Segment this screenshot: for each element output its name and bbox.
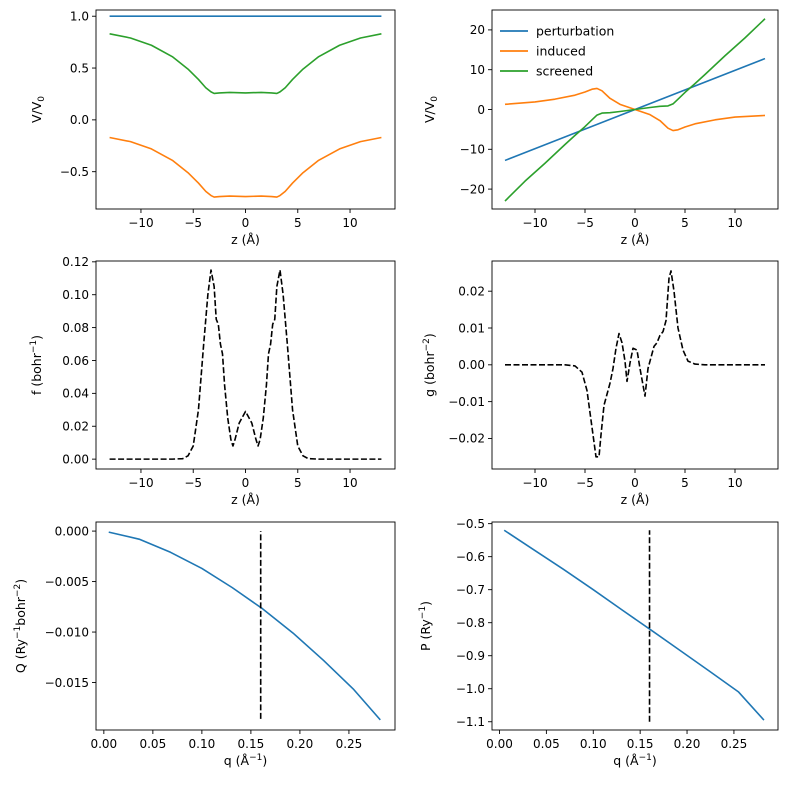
x-tick-label: −5 bbox=[184, 476, 202, 490]
series-line-g bbox=[505, 270, 765, 458]
x-tick-label: 5 bbox=[681, 216, 689, 230]
x-tick-label: 0.00 bbox=[486, 737, 513, 751]
x-tick-label: 0 bbox=[631, 476, 639, 490]
x-tick-label: 0.20 bbox=[674, 737, 701, 751]
x-tick-label: 10 bbox=[342, 216, 357, 230]
y-tick-label: −0.5 bbox=[456, 517, 485, 531]
y-tick-label: 20 bbox=[470, 23, 485, 37]
x-tick-label: −10 bbox=[522, 216, 547, 230]
axes-frame bbox=[491, 521, 779, 731]
axes-frame bbox=[95, 9, 396, 210]
y-tick-label: 0.12 bbox=[62, 255, 89, 269]
legend-label-perturbation: perturbation bbox=[536, 24, 614, 39]
y-tick-label: 0.02 bbox=[458, 284, 485, 298]
y-tick-label: −20 bbox=[460, 182, 485, 196]
x-axis-label: q (Å−1) bbox=[613, 753, 657, 768]
y-tick-label: 0.00 bbox=[458, 358, 485, 372]
x-tick-label: −5 bbox=[576, 216, 594, 230]
y-tick-label: 0.000 bbox=[55, 524, 89, 538]
panel-p3: −10 −5 0 5 10 0.00 0.02 0.04 0.06 0.08 0.10 0.12 z (… bbox=[29, 255, 396, 507]
panel-p4: −10 −5 0 5 10 −0.02 −0.01 0.00 0.01 0.02 z (Å) g (b… bbox=[422, 260, 779, 507]
y-tick-label: −0.7 bbox=[456, 583, 485, 597]
y-tick-label: −1.1 bbox=[456, 715, 485, 729]
y-tick-label: −0.6 bbox=[456, 550, 485, 564]
x-tick-label: 5 bbox=[294, 216, 302, 230]
series-line-screened bbox=[504, 18, 766, 202]
y-tick-label: 0.5 bbox=[70, 61, 89, 75]
x-tick-label: −10 bbox=[522, 476, 547, 490]
x-tick-label: 5 bbox=[294, 476, 302, 490]
series-line-P bbox=[503, 529, 765, 721]
x-tick-label: 10 bbox=[727, 476, 742, 490]
x-tick-label: 0.10 bbox=[189, 737, 216, 751]
y-tick-label: 0.04 bbox=[62, 387, 89, 401]
panel-p2: −10 −5 0 5 10 −20 −10 0 10 20 z (Å) V/V0 perturbatio… bbox=[422, 9, 779, 247]
x-tick-label: 0.15 bbox=[627, 737, 654, 751]
x-tick-label: 10 bbox=[342, 476, 357, 490]
x-tick-label: 10 bbox=[727, 216, 742, 230]
y-tick-label: −0.5 bbox=[60, 165, 89, 179]
y-tick-label: 0.00 bbox=[62, 452, 89, 466]
y-tick-label: 0 bbox=[477, 103, 485, 117]
y-tick-label: −0.02 bbox=[448, 432, 485, 446]
x-axis-label: z (Å) bbox=[621, 492, 650, 507]
x-tick-label: 0.15 bbox=[238, 737, 265, 751]
x-tick-label: 0.05 bbox=[139, 737, 166, 751]
y-axis-label: V/V0 bbox=[422, 96, 440, 123]
y-tick-label: −0.01 bbox=[448, 395, 485, 409]
x-tick-label: −5 bbox=[184, 216, 202, 230]
x-tick-label: 0.05 bbox=[533, 737, 560, 751]
x-tick-label: −10 bbox=[128, 216, 153, 230]
x-tick-label: 0.25 bbox=[336, 737, 363, 751]
x-axis-label: z (Å) bbox=[621, 232, 650, 247]
y-tick-label: −0.005 bbox=[45, 575, 89, 589]
y-tick-label: 0.02 bbox=[62, 420, 89, 434]
x-tick-label: 0 bbox=[242, 476, 250, 490]
x-tick-label: 0 bbox=[631, 216, 639, 230]
y-tick-label: −1.0 bbox=[456, 682, 485, 696]
legend-label-screened: screened bbox=[536, 64, 593, 79]
x-tick-label: 0 bbox=[242, 216, 250, 230]
y-tick-label: 0.10 bbox=[62, 288, 89, 302]
y-tick-label: 1.0 bbox=[70, 10, 89, 24]
y-tick-label: −0.010 bbox=[45, 625, 89, 639]
axes-frame bbox=[95, 260, 396, 470]
series-line-screened bbox=[109, 33, 382, 95]
panel-p5: 0.00 0.05 0.10 0.15 0.20 0.25 0.000 −0.005 −0.01… bbox=[13, 521, 396, 768]
y-axis-label: f (bohr−1) bbox=[29, 335, 44, 395]
y-tick-label: −0.015 bbox=[45, 676, 89, 690]
y-tick-label: −10 bbox=[460, 143, 485, 157]
y-axis-label: Q (Ry−1bohr−2) bbox=[13, 579, 28, 673]
y-axis-label: g (bohr−2) bbox=[422, 333, 437, 397]
y-tick-label: 0.06 bbox=[62, 354, 89, 368]
x-axis-label: q (Å−1) bbox=[224, 753, 268, 768]
legend: perturbation induced screened bbox=[500, 24, 614, 79]
panel-p6: 0.00 0.05 0.10 0.15 0.20 0.25 −0.5 −0.6 −0.7 −0.8… bbox=[418, 517, 779, 768]
axes-frame bbox=[95, 521, 396, 731]
x-axis-label: z (Å) bbox=[231, 232, 260, 247]
y-axis-label: V/V0 bbox=[29, 96, 47, 123]
x-tick-label: 0.10 bbox=[580, 737, 607, 751]
y-axis-label: P (Ry−1) bbox=[418, 601, 433, 651]
legend-label-induced: induced bbox=[536, 44, 586, 59]
y-tick-label: 0.01 bbox=[458, 321, 485, 335]
y-tick-label: 0.08 bbox=[62, 321, 89, 335]
y-tick-label: 0.0 bbox=[70, 113, 89, 127]
y-tick-label: −0.8 bbox=[456, 616, 485, 630]
series-line-f bbox=[109, 269, 382, 460]
x-tick-label: −10 bbox=[128, 476, 153, 490]
x-axis-label: z (Å) bbox=[231, 492, 260, 507]
x-tick-label: 0.00 bbox=[90, 737, 117, 751]
x-tick-label: 0.20 bbox=[287, 737, 314, 751]
x-tick-label: 5 bbox=[681, 476, 689, 490]
y-tick-label: −0.9 bbox=[456, 649, 485, 663]
series-line-Q bbox=[108, 531, 381, 721]
series-line-induced bbox=[109, 136, 382, 198]
x-tick-label: 0.25 bbox=[721, 737, 748, 751]
panel-p1: −10 −5 0 5 10 −0.5 0.0 0.5 1.0 z (Å) V/V0 bbox=[29, 9, 396, 247]
y-tick-label: 10 bbox=[470, 63, 485, 77]
x-tick-label: −5 bbox=[576, 476, 594, 490]
